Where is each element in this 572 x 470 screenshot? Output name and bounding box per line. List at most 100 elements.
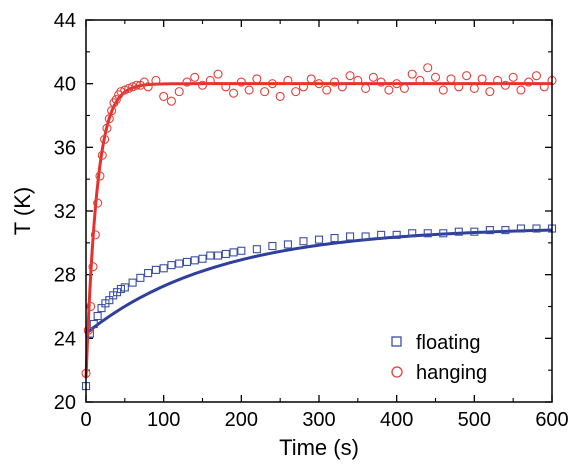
data-point-hanging [190, 72, 200, 82]
data-point-floating [516, 224, 525, 233]
data-point-hanging [104, 114, 114, 124]
x-tick-label: 200 [225, 409, 258, 431]
data-point-hanging [322, 85, 332, 95]
data-point-floating [283, 240, 292, 249]
x-tick-label: 100 [147, 409, 180, 431]
data-point-hanging [95, 171, 105, 181]
data-point-hanging [384, 85, 394, 95]
data-point-floating [454, 227, 463, 236]
data-point-hanging [252, 74, 262, 84]
legend-marker-floating [391, 336, 402, 347]
data-point-floating [206, 251, 215, 260]
data-point-hanging [407, 69, 417, 79]
data-point-floating [120, 283, 129, 292]
data-point-hanging [182, 77, 192, 87]
data-point-floating [159, 264, 168, 273]
data-point-hanging [353, 75, 363, 86]
data-point-floating [213, 251, 223, 260]
data-point-hanging [205, 75, 215, 86]
data-point-hanging [392, 79, 402, 89]
data-point-hanging [531, 71, 542, 81]
data-point-floating [182, 257, 192, 266]
legend: floating hanging [391, 332, 487, 384]
data-point-hanging [151, 75, 161, 86]
y-tick-label: 36 [54, 137, 76, 159]
data-point-hanging [221, 82, 231, 92]
data-point-hanging [120, 85, 130, 95]
data-point-hanging [107, 106, 117, 116]
data-point-hanging [291, 87, 301, 97]
data-point-hanging [267, 79, 277, 89]
data-point-floating [346, 232, 355, 241]
data-point-hanging [275, 91, 285, 101]
data-point-hanging [306, 74, 316, 84]
data-point-hanging [93, 198, 103, 208]
data-point-hanging [244, 85, 254, 95]
data-point-hanging [83, 325, 93, 335]
data-point-hanging [438, 85, 448, 95]
data-point-floating [408, 229, 417, 238]
data-point-floating [377, 230, 386, 239]
data-point-floating [501, 226, 510, 235]
data-point-floating [229, 248, 238, 257]
series-layer [81, 63, 557, 391]
data-point-hanging [88, 262, 98, 272]
data-point-floating [439, 229, 448, 238]
data-point-hanging [337, 82, 347, 92]
data-point-hanging [124, 83, 134, 93]
data-point-hanging [298, 82, 309, 92]
data-point-hanging [102, 123, 112, 133]
data-point-hanging [159, 91, 169, 101]
data-point-hanging [539, 82, 549, 92]
data-point-floating [252, 245, 261, 254]
data-point-hanging [111, 95, 121, 105]
data-point-floating [144, 269, 153, 278]
data-point-hanging [415, 75, 425, 86]
data-point-hanging [485, 87, 495, 97]
data-point-floating [221, 249, 230, 259]
y-tick-label: 44 [54, 10, 76, 32]
y-tick-label: 32 [54, 201, 76, 223]
data-point-floating [198, 254, 207, 263]
data-point-floating [128, 278, 137, 287]
data-point-hanging [213, 69, 223, 79]
data-point-hanging [376, 77, 386, 87]
data-point-floating [299, 237, 308, 246]
data-point-hanging [283, 75, 293, 86]
data-point-hanging [446, 74, 456, 84]
x-tick-label: 0 [80, 409, 91, 431]
data-point-hanging [430, 72, 441, 82]
data-point-hanging [329, 77, 340, 87]
x-tick-label: 300 [302, 409, 335, 431]
data-point-floating [136, 273, 145, 282]
data-point-hanging [174, 87, 184, 97]
data-point-hanging [399, 83, 409, 93]
x-axis-label: Time (s) [279, 435, 359, 460]
data-point-floating [532, 224, 541, 233]
data-point-hanging [500, 80, 510, 90]
data-point-floating [89, 319, 98, 329]
data-point-hanging [229, 88, 239, 98]
data-point-hanging [116, 87, 126, 97]
data-point-hanging [97, 150, 107, 160]
x-axis-ticks: 0 100 200 300 400 500 600 [80, 20, 569, 431]
data-point-hanging [493, 75, 503, 86]
data-point-hanging [131, 80, 142, 90]
data-point-floating [485, 226, 494, 235]
y-tick-label: 20 [54, 392, 76, 414]
y-tick-label: 24 [54, 328, 76, 350]
data-point-floating [175, 259, 184, 268]
plot-area-frame [85, 19, 553, 403]
data-point-hanging [197, 80, 208, 90]
legend-marker-hanging [391, 366, 403, 378]
data-point-hanging [508, 72, 518, 82]
x-tick-label: 500 [458, 409, 491, 431]
data-point-floating [268, 241, 277, 251]
data-point-floating [314, 235, 324, 244]
fit-line-hanging [84, 82, 552, 379]
data-point-floating [151, 265, 160, 274]
data-point-hanging [100, 134, 110, 144]
data-point-hanging [260, 87, 270, 97]
data-point-hanging [524, 77, 534, 87]
